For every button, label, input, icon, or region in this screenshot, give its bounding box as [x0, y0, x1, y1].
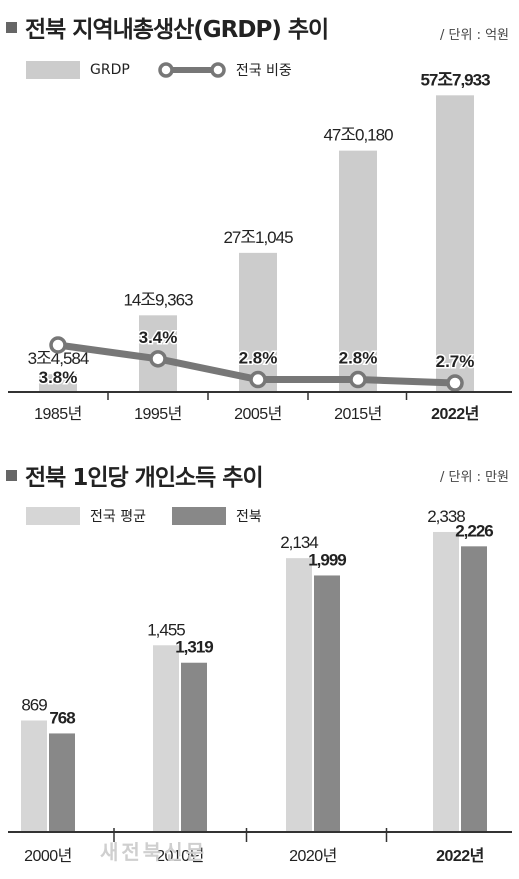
grdp-bar [39, 374, 77, 392]
legend-line-marker-icon [158, 62, 226, 78]
national-share-label: 3.8% [39, 368, 78, 387]
national-share-label: 2.7% [436, 352, 475, 371]
grdp-bar [339, 150, 377, 392]
income-chart-title-row: 전북 1인당 개인소득 추이 [6, 458, 264, 492]
income-chart-panel: 전북 1인당 개인소득 추이 / 단위 : 만원 전국 평균 전북 869 1,4… [0, 440, 519, 879]
legend-item-grdp: GRDP [26, 61, 130, 79]
legend-item-national-share: 전국 비중 [156, 60, 292, 80]
legend-swatch-national-average [26, 507, 80, 525]
jeonbuk-value-label: 1,319 [175, 638, 213, 657]
x-tick-label: 2000년 [24, 847, 72, 865]
legend-label-national-average: 전국 평균 [90, 509, 146, 525]
jeonbuk-value-label: 1,999 [308, 550, 346, 569]
legend-swatch-grdp [26, 61, 80, 79]
grdp-chart-title-row: 전북 지역내총생산(GRDP) 추이 [6, 10, 329, 44]
national-share-point [49, 336, 67, 354]
x-tick-label: 2005년 [234, 405, 282, 423]
grdp-bar-value-label: 47조0,180 [323, 126, 393, 145]
legend-label-jeonbuk: 전북 [235, 509, 262, 525]
national-share-point [249, 370, 267, 389]
national-share-label: 2.8% [239, 349, 278, 368]
jeonbuk-bar [461, 546, 487, 832]
jeonbuk-value-label: 768 [49, 708, 75, 727]
income-chart-svg: 869 1,455 2,134 2,338 768 1,319 1,999 2,226 2000… [8, 507, 512, 865]
grdp-chart-panel: 전북 지역내총생산(GRDP) 추이 / 단위 : 억원 GRDP 전국 비중 … [6, 10, 512, 423]
x-tick-label: 2022년 [431, 404, 479, 423]
x-tick-label: 2022년 [436, 846, 484, 865]
national-average-value-label: 1,455 [147, 620, 185, 639]
national-average-bar [153, 645, 179, 832]
income-unit-label: / 단위 : 만원 [440, 470, 509, 485]
national-share-point [349, 370, 367, 389]
legend-item-national-average: 전국 평균 [26, 506, 146, 526]
legend-item-jeonbuk: 전북 [171, 506, 262, 526]
national-average-bar [286, 558, 312, 832]
title-square-icon [6, 470, 17, 481]
x-tick-label: 2015년 [334, 405, 382, 423]
national-share-point [446, 374, 464, 392]
x-tick-label: 1985년 [34, 405, 82, 423]
grdp-bar-value-label: 14조9,363 [123, 290, 193, 309]
national-share-label: 3.4% [139, 328, 178, 347]
grdp-legend: GRDP 전국 비중 [26, 60, 318, 80]
jeonbuk-bar [49, 733, 75, 832]
x-tick-label: 2010년 [156, 847, 204, 865]
national-average-bar [21, 720, 47, 832]
national-share-point [149, 350, 167, 368]
national-share-label: 2.8% [339, 349, 378, 368]
grdp-bar-value-label: 27조1,045 [223, 228, 293, 247]
national-average-value-label: 2,134 [280, 533, 318, 552]
national-average-value-label: 869 [21, 695, 47, 714]
grdp-bar-value-label: 57조7,933 [420, 70, 490, 89]
x-tick-label: 2020년 [289, 847, 337, 865]
national-average-bar [433, 531, 459, 832]
grdp-chart-svg: 3조4,584 14조9,363 27조1,045 47조0,180 57조7,933 3… [8, 70, 512, 423]
legend-swatch-jeonbuk [171, 507, 226, 525]
grdp-chart-title: 전북 지역내총생산(GRDP) 추이 [25, 17, 329, 43]
x-tick-label: 1995년 [134, 405, 182, 423]
income-chart-title: 전북 1인당 개인소득 추이 [25, 465, 264, 491]
grdp-bar [436, 95, 474, 392]
title-square-icon [6, 22, 17, 33]
jeonbuk-bar [181, 662, 207, 832]
jeonbuk-bar [314, 575, 340, 832]
jeonbuk-value-label: 2,226 [455, 521, 493, 540]
grdp-bar [239, 252, 277, 392]
watermark: 새전북신문 [100, 840, 207, 864]
national-average-value-label: 2,338 [427, 507, 465, 526]
grdp-bar-value-label: 3조4,584 [28, 349, 89, 368]
grdp-unit-label: / 단위 : 억원 [440, 28, 509, 43]
legend-label-national-share: 전국 비중 [235, 63, 292, 79]
legend-label-grdp: GRDP [90, 62, 130, 78]
income-legend: 전국 평균 전북 [26, 506, 288, 526]
